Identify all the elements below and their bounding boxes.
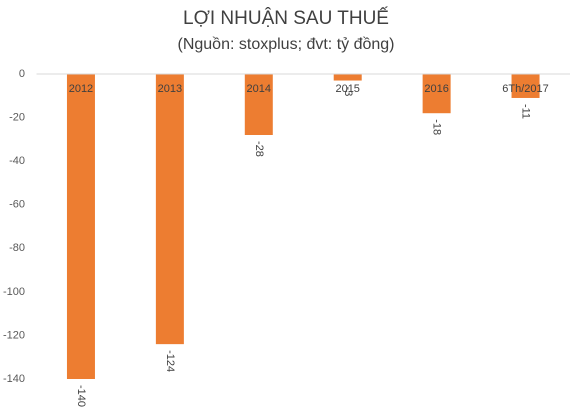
- bar: [511, 74, 540, 98]
- data-label: -124: [164, 350, 176, 372]
- bar: [244, 74, 273, 135]
- bar: [66, 74, 95, 379]
- data-label: -140: [75, 385, 87, 407]
- x-tick-label: 2013: [158, 83, 182, 95]
- y-tick-label: -60: [9, 199, 25, 211]
- y-tick-label: -100: [3, 286, 25, 298]
- bar: [155, 74, 184, 345]
- y-tick-label: -40: [9, 155, 25, 167]
- chart-title: LỢI NHUẬN SAU THUẾ: [183, 7, 389, 29]
- bar: [333, 74, 362, 81]
- x-tick-label: 2014: [247, 83, 271, 95]
- y-tick-label: 0: [19, 68, 25, 80]
- x-tick-label: 2015: [335, 83, 359, 95]
- y-tick-label: -140: [3, 373, 25, 385]
- y-tick-label: -20: [9, 111, 25, 123]
- x-tick-label: 6Th/2017: [502, 83, 548, 95]
- data-label: -11: [520, 104, 532, 119]
- x-tick-label: 2016: [424, 83, 448, 95]
- data-label: -18: [431, 119, 443, 135]
- y-tick-label: -80: [9, 242, 25, 254]
- data-label: -28: [253, 141, 265, 157]
- bar: [422, 74, 451, 114]
- y-tick-label: -120: [3, 329, 25, 341]
- chart-subtitle: (Nguồn: stoxplus; đvt: tỷ đồng): [178, 36, 395, 53]
- data-label: -3: [342, 87, 354, 97]
- x-tick-label: 2012: [69, 83, 93, 95]
